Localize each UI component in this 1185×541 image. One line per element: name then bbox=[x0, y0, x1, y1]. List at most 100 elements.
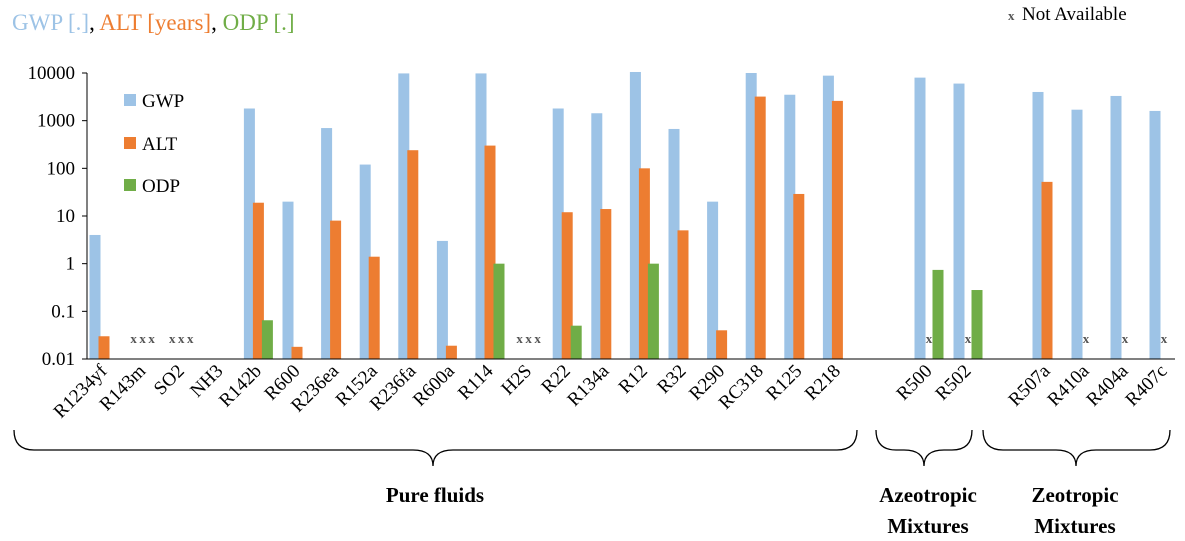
bar-gwp-r142b bbox=[243, 108, 255, 359]
na-mark-r407c-alt: x bbox=[1161, 331, 1168, 346]
na-mark-so2-alt: x bbox=[178, 331, 185, 346]
y-tick-label: 10000 bbox=[28, 63, 76, 84]
na-mark-so2-odp: x bbox=[187, 331, 194, 346]
bar-alt-r236ea bbox=[330, 220, 342, 359]
group-brace-2 bbox=[982, 429, 1171, 467]
bar-gwp-r410a bbox=[1071, 109, 1083, 359]
y-tick-label: 0.1 bbox=[51, 301, 75, 322]
title-part-2: ALT [years] bbox=[99, 10, 211, 35]
bar-odp-r114 bbox=[493, 263, 505, 359]
chart-title: GWP [.], ALT [years], ODP [.] bbox=[12, 10, 295, 35]
legend-swatch-odp bbox=[124, 179, 136, 191]
bar-alt-r600 bbox=[291, 346, 303, 359]
bar-alt-r1234yf bbox=[98, 336, 110, 359]
x-tick-label-r600a: R600a bbox=[409, 360, 459, 410]
x-tick-label-r134a: R134a bbox=[563, 360, 613, 410]
y-tick-label: 10 bbox=[56, 206, 75, 227]
x-tick-label-r32: R32 bbox=[653, 361, 690, 398]
bar-gwp-r218 bbox=[822, 75, 834, 359]
legend-label-odp: ODP bbox=[142, 176, 180, 197]
bar-alt-r507a bbox=[1041, 181, 1053, 359]
bar-gwp-r236fa bbox=[398, 73, 410, 360]
bar-alt-r218 bbox=[831, 100, 843, 360]
group-braces: Pure fluids Azeotropic Mixtures Zeotropic Mi… bbox=[13, 429, 1171, 538]
title-part-0: GWP [.] bbox=[12, 10, 89, 35]
na-mark-r143m-gwp: x bbox=[130, 331, 137, 346]
bar-gwp-r12 bbox=[629, 71, 641, 359]
title-part-3: , bbox=[211, 10, 223, 35]
bar-alt-r22 bbox=[561, 212, 573, 359]
bar-gwp-r290 bbox=[707, 201, 719, 359]
group-label-1-0: Azeotropic bbox=[879, 483, 977, 507]
x-tick-label-r500: R500 bbox=[893, 361, 937, 405]
bar-gwp-r134a bbox=[591, 113, 603, 359]
group-label-0-0: Pure fluids bbox=[386, 483, 484, 507]
bar-gwp-r125 bbox=[784, 94, 796, 359]
bar-gwp-r32 bbox=[668, 128, 680, 359]
bar-gwp-r502 bbox=[953, 83, 965, 359]
bar-gwp-r600a bbox=[436, 240, 448, 359]
y-tick-label: 0.01 bbox=[42, 349, 75, 370]
bars bbox=[89, 71, 1161, 360]
bar-alt-r134a bbox=[600, 209, 612, 359]
x-tick-label-r218: R218 bbox=[801, 361, 845, 405]
bar-gwp-r507a bbox=[1032, 91, 1044, 359]
bar-gwp-r407c bbox=[1149, 110, 1161, 359]
bar-alt-r12 bbox=[638, 168, 650, 359]
group-brace-0 bbox=[13, 429, 858, 467]
bar-odp-r502 bbox=[971, 290, 983, 359]
title-part-1: , bbox=[89, 10, 99, 35]
na-mark-h2s-gwp: x bbox=[516, 331, 523, 346]
x-tick-label-r125: R125 bbox=[762, 361, 806, 405]
x-tick-label-h2s: H2S bbox=[497, 361, 536, 400]
group-brace-1 bbox=[875, 429, 973, 467]
legend-swatch-alt bbox=[124, 137, 136, 149]
na-note-text: Not Available bbox=[1022, 4, 1127, 25]
group-label-1-1: Mixtures bbox=[887, 514, 968, 538]
group-label-2-1: Mixtures bbox=[1034, 514, 1115, 538]
x-tick-label-rc318: RC318 bbox=[715, 361, 768, 414]
y-tick-label: 1000 bbox=[37, 111, 75, 132]
na-mark-h2s-odp: x bbox=[534, 331, 541, 346]
na-mark-r410a-alt: x bbox=[1083, 331, 1090, 346]
bar-gwp-r600 bbox=[282, 201, 294, 359]
bar-alt-r152a bbox=[368, 256, 380, 359]
bar-alt-r236fa bbox=[407, 150, 419, 359]
na-mark-so2-gwp: x bbox=[169, 331, 176, 346]
bar-odp-r500 bbox=[932, 269, 944, 359]
na-mark-h2s-alt: x bbox=[525, 331, 532, 346]
legend-label-alt: ALT bbox=[142, 134, 178, 155]
bar-alt-r142b bbox=[252, 202, 264, 359]
x-tick-label-so2: SO2 bbox=[150, 361, 189, 400]
bar-alt-r600a bbox=[445, 345, 457, 359]
x-tick-label-r142b: R142b bbox=[215, 361, 266, 412]
x-tick-label-r407c: R407c bbox=[1122, 361, 1172, 411]
y-axis: 0.01 0.1 1 10 100 1000 10000 bbox=[28, 63, 88, 370]
bar-gwp-rc318 bbox=[745, 73, 757, 359]
bar-odp-r12 bbox=[647, 263, 659, 359]
na-mark-r143m-alt: x bbox=[139, 331, 146, 346]
bar-gwp-r114 bbox=[475, 73, 487, 360]
na-mark-r502-alt: x bbox=[965, 331, 972, 346]
na-note-mark: x bbox=[1008, 8, 1015, 23]
title-part-4: ODP [.] bbox=[223, 10, 295, 35]
bar-gwp-r236ea bbox=[321, 128, 333, 359]
bar-gwp-r152a bbox=[359, 164, 371, 359]
y-tick-label: 100 bbox=[47, 158, 76, 179]
na-mark-r500-alt: x bbox=[926, 331, 933, 346]
not-available-note: x Not Available bbox=[1008, 4, 1127, 25]
na-mark-r404a-alt: x bbox=[1122, 331, 1129, 346]
x-tick-label-r404a: R404a bbox=[1083, 360, 1133, 410]
y-tick-label: 1 bbox=[66, 254, 76, 275]
bar-alt-r32 bbox=[677, 230, 689, 359]
bar-gwp-r1234yf bbox=[89, 234, 101, 359]
bar-alt-r125 bbox=[793, 193, 805, 359]
bar-alt-rc318 bbox=[754, 96, 766, 359]
legend-swatch-gwp bbox=[124, 94, 136, 106]
na-mark-r143m-odp: x bbox=[148, 331, 155, 346]
x-tick-label-r502: R502 bbox=[932, 361, 976, 405]
bar-alt-r290 bbox=[716, 330, 728, 359]
